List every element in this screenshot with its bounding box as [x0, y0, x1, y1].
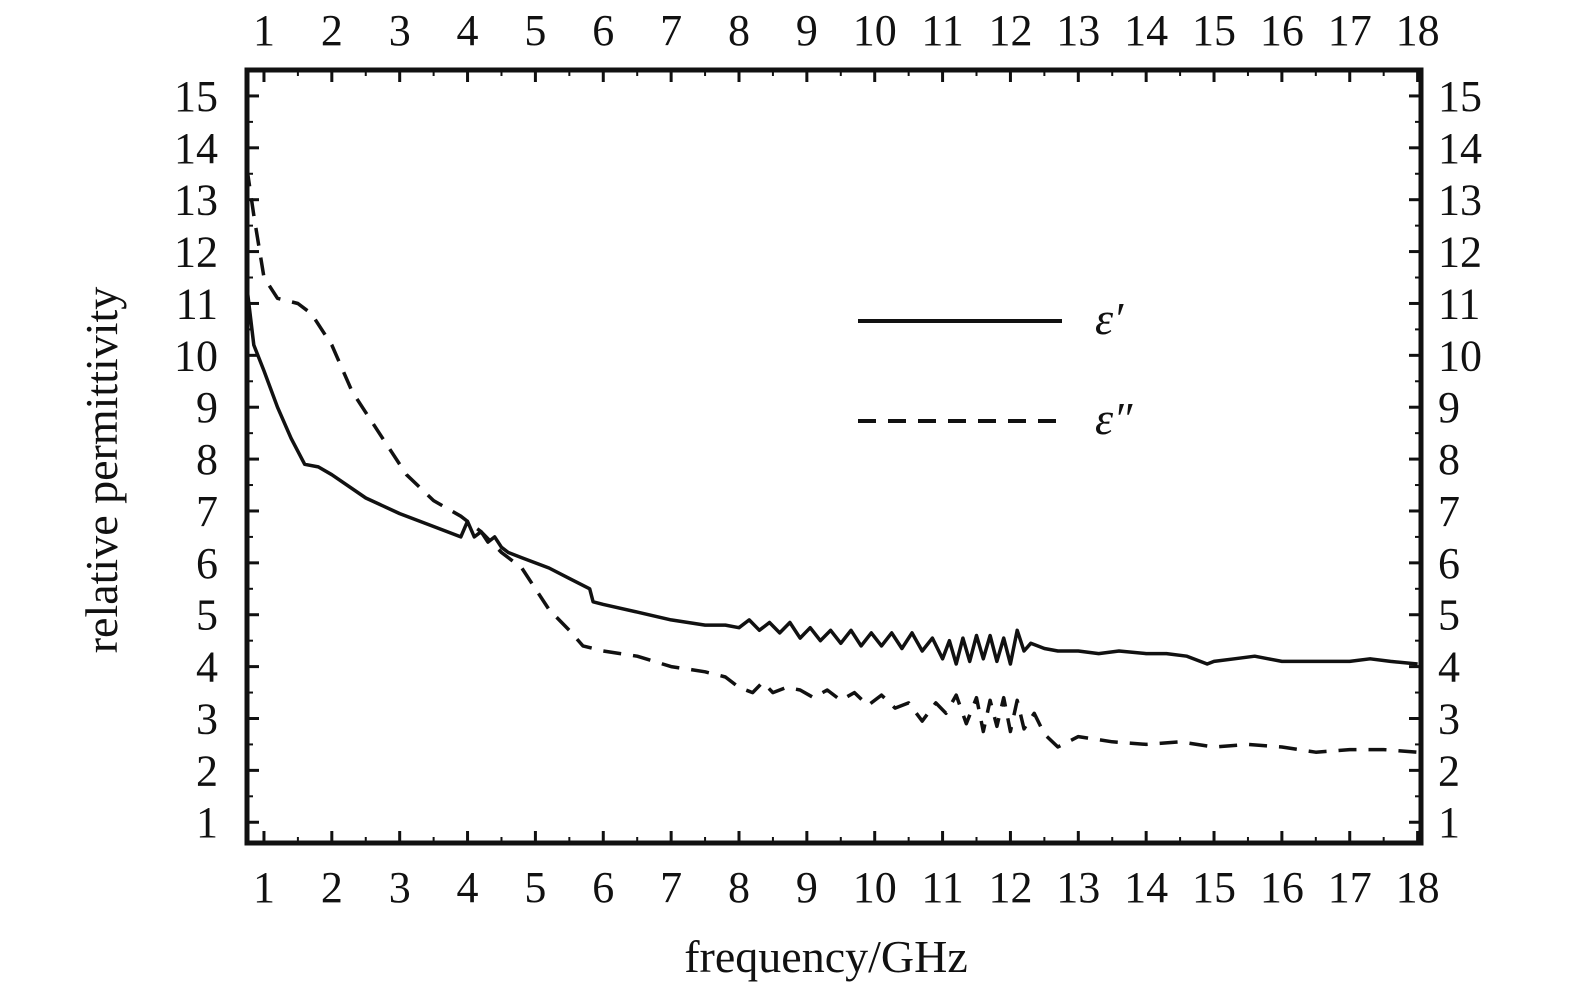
y-tick-label-right: 2: [1438, 746, 1460, 795]
y-tick-label-left: 7: [196, 487, 218, 536]
y-tick-label-right: 9: [1438, 383, 1460, 432]
x-tick-label-top: 13: [1056, 6, 1100, 55]
x-tick-label-bottom: 7: [660, 863, 682, 912]
legend: ε′ ε″: [858, 293, 1133, 444]
y-tick-label-right: 3: [1438, 694, 1460, 743]
series-lines: [245, 168, 1418, 754]
y-tick-label-left: 6: [196, 539, 218, 588]
x-tick-label-top: 18: [1396, 6, 1440, 55]
x-tick-label-bottom: 5: [524, 863, 546, 912]
y-tick-label-right: 7: [1438, 487, 1460, 536]
x-tick-label-top: 1: [253, 6, 275, 55]
y-tick-label-left: 4: [196, 643, 218, 692]
y-tick-label-right: 4: [1438, 643, 1460, 692]
x-tick-label-top: 5: [524, 6, 546, 55]
y-tick-label-right: 6: [1438, 539, 1460, 588]
x-tick-label-top: 6: [592, 6, 614, 55]
series-line-epsilon-prime: [245, 287, 1418, 666]
x-tick-label-bottom: 3: [389, 863, 411, 912]
x-tick-label-top: 9: [796, 6, 818, 55]
x-tick-label-top: 8: [728, 6, 750, 55]
y-tick-label-right: 8: [1438, 435, 1460, 484]
x-tick-label-bottom: 10: [853, 863, 897, 912]
x-tick-label-top: 10: [853, 6, 897, 55]
x-axis-title: frequency/GHz: [684, 931, 968, 982]
y-tick-label-left: 9: [196, 383, 218, 432]
x-tick-label-bottom: 17: [1328, 863, 1372, 912]
x-tick-label-top: 7: [660, 6, 682, 55]
y-tick-label-left: 12: [174, 228, 218, 277]
y-tick-label-left: 3: [196, 694, 218, 743]
y-tick-label-right: 5: [1438, 591, 1460, 640]
x-tick-label-top: 2: [321, 6, 343, 55]
y-tick-label-left: 11: [176, 279, 218, 328]
y-axis-title: relative permittivity: [76, 287, 127, 654]
x-tick-label-bottom: 15: [1192, 863, 1236, 912]
x-tick-label-bottom: 9: [796, 863, 818, 912]
y-tick-label-left: 2: [196, 746, 218, 795]
x-tick-label-bottom: 13: [1056, 863, 1100, 912]
x-tick-label-top: 4: [457, 6, 479, 55]
x-tick-label-bottom: 16: [1260, 863, 1304, 912]
x-tick-label-bottom: 14: [1124, 863, 1168, 912]
x-tick-label-bottom: 12: [988, 863, 1032, 912]
x-tick-label-bottom: 1: [253, 863, 275, 912]
x-tick-label-bottom: 6: [592, 863, 614, 912]
y-tick-label-left: 5: [196, 591, 218, 640]
tick-marks: [247, 70, 1421, 843]
y-tick-label-right: 13: [1438, 176, 1482, 225]
x-tick-label-top: 14: [1124, 6, 1168, 55]
x-tick-label-bottom: 8: [728, 863, 750, 912]
y-tick-label-right: 10: [1438, 331, 1482, 380]
x-tick-label-top: 16: [1260, 6, 1304, 55]
x-tick-label-bottom: 2: [321, 863, 343, 912]
x-tick-label-bottom: 18: [1396, 863, 1440, 912]
y-tick-label-right: 11: [1438, 279, 1480, 328]
x-tick-label-top: 12: [988, 6, 1032, 55]
x-tick-label-bottom: 11: [921, 863, 963, 912]
series-line-epsilon-double-prime: [245, 168, 1418, 754]
y-tick-label-left: 13: [174, 176, 218, 225]
x-tick-label-top: 3: [389, 6, 411, 55]
y-tick-label-left: 10: [174, 331, 218, 380]
plot-frame: [244, 67, 1424, 846]
x-tick-label-bottom: 4: [457, 863, 479, 912]
x-tick-label-top: 15: [1192, 6, 1236, 55]
y-tick-label-right: 15: [1438, 72, 1482, 121]
y-tick-label-left: 14: [174, 124, 218, 173]
legend-label-epsilon-prime: ε′: [1095, 293, 1124, 344]
y-tick-label-left: 8: [196, 435, 218, 484]
y-tick-label-right: 14: [1438, 124, 1482, 173]
x-tick-label-top: 17: [1328, 6, 1372, 55]
y-tick-label-right: 12: [1438, 228, 1482, 277]
tick-labels: 1122334455667788991010111112121313141415…: [174, 6, 1482, 912]
y-tick-label-left: 1: [196, 798, 218, 847]
y-tick-label-left: 15: [174, 72, 218, 121]
legend-label-epsilon-double-prime: ε″: [1095, 393, 1133, 444]
y-tick-label-right: 1: [1438, 798, 1460, 847]
x-tick-label-top: 11: [921, 6, 963, 55]
